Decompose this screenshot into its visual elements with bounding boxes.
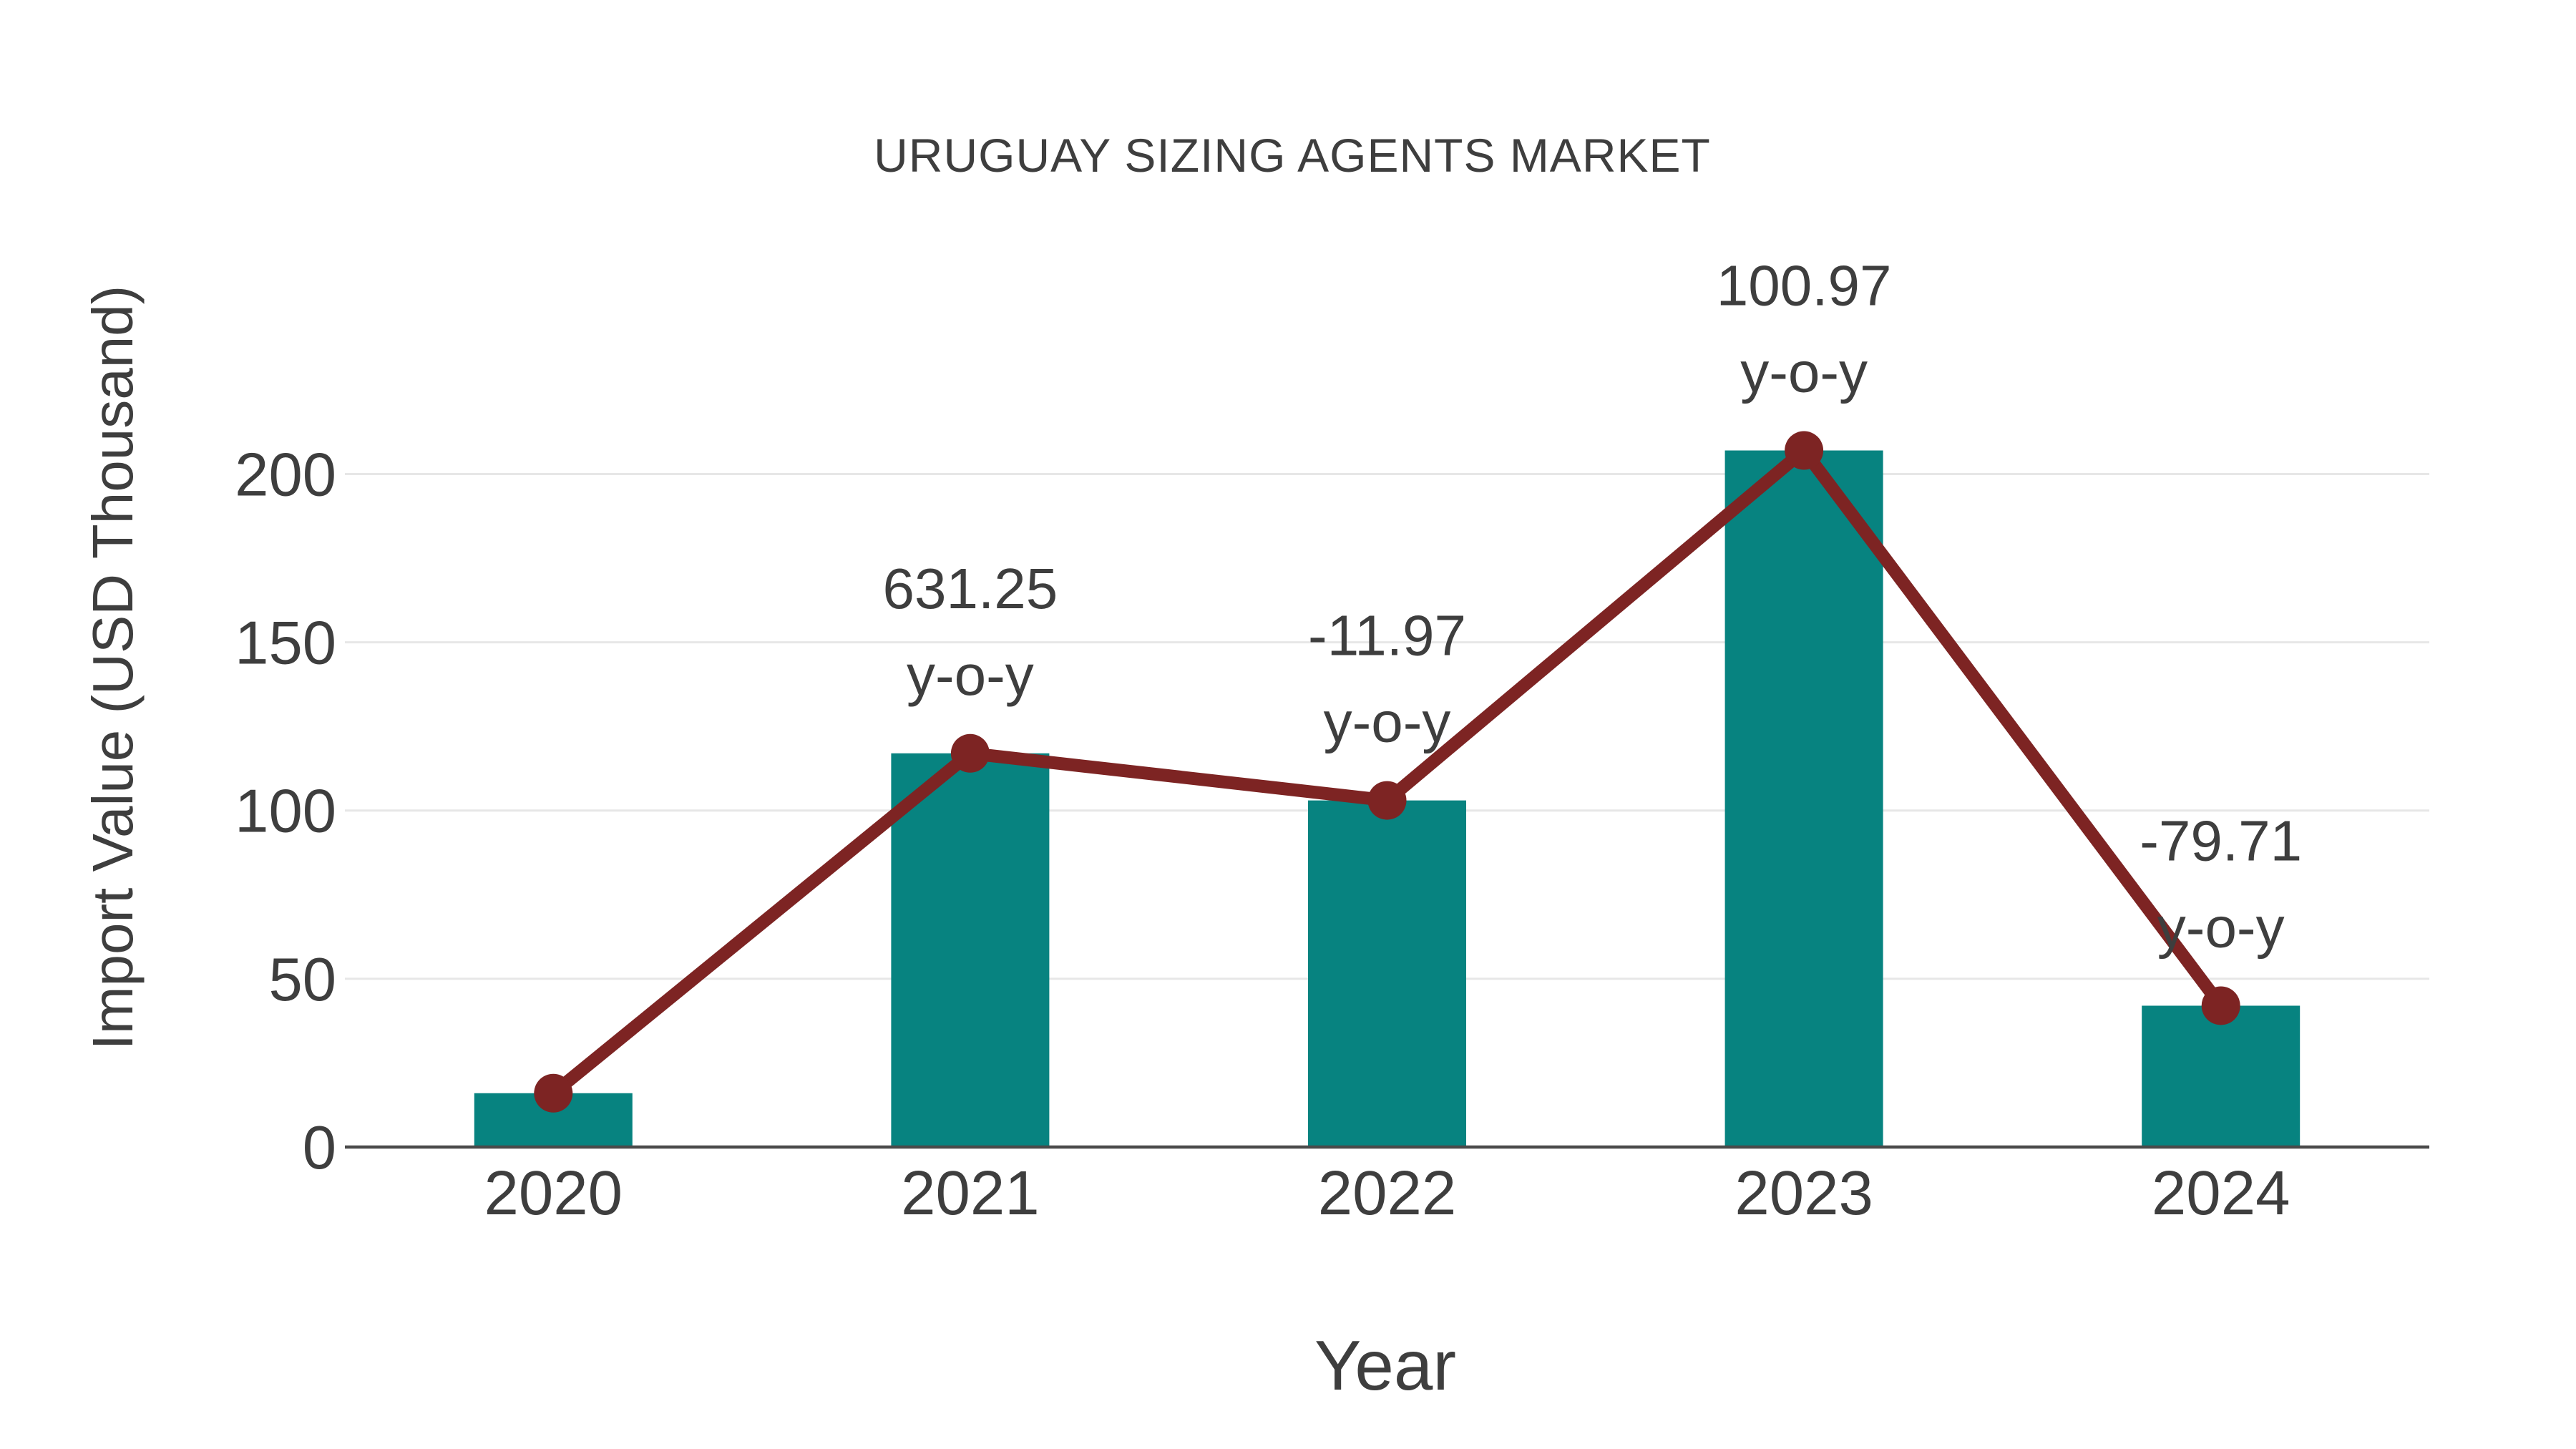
x-tick-label-2023: 2023 [1735,1158,1873,1228]
y-tick-label-0: 0 [303,1114,336,1182]
x-tick-label-2020: 2020 [484,1158,623,1228]
annotation-value-2024: -79.71 [2140,809,2302,872]
x-tick-labels: 2020 2021 2022 2023 2024 [484,1158,2290,1228]
annotations: 631.25 y-o-y -11.97 y-o-y 100.97 y-o-y -79.71 y… [883,254,2303,960]
y-tick-label-100: 100 [235,778,336,846]
annotation-value-2022: -11.97 [1308,604,1466,668]
annotation-label-2023: y-o-y [1740,341,1868,404]
y-tick-labels: 0 50 100 150 200 [235,441,336,1182]
bar-2024 [2142,1005,2301,1147]
data-point-marker-2021 [950,733,990,773]
bar-2021 [891,753,1050,1147]
data-point-marker-2023 [1785,431,1824,470]
data-point-marker-2022 [1367,781,1407,820]
data-point-marker-2024 [2201,986,2240,1025]
x-tick-label-2021: 2021 [901,1158,1040,1228]
chart-title: URUGUAY SIZING AGENTS MARKET [874,129,1711,182]
y-tick-label-200: 200 [235,441,336,509]
bar-2022 [1308,800,1466,1147]
data-point-marker-2020 [534,1073,573,1113]
annotation-value-2023: 100.97 [1717,254,1892,318]
y-tick-label-150: 150 [235,610,336,678]
trend-line-group [534,431,2240,1113]
annotation-value-2021: 631.25 [883,557,1058,620]
x-tick-label-2024: 2024 [2152,1158,2290,1228]
bar-2023 [1724,450,1883,1147]
y-axis-title: Import Value (USD Thousand) [81,286,145,1050]
x-tick-label-2022: 2022 [1318,1158,1457,1228]
y-tick-label-50: 50 [268,946,336,1014]
annotation-label-2021: y-o-y [907,643,1034,707]
annotation-label-2024: y-o-y [2157,895,2285,959]
x-axis-title: Year [1314,1326,1456,1405]
annotation-label-2022: y-o-y [1324,691,1451,754]
